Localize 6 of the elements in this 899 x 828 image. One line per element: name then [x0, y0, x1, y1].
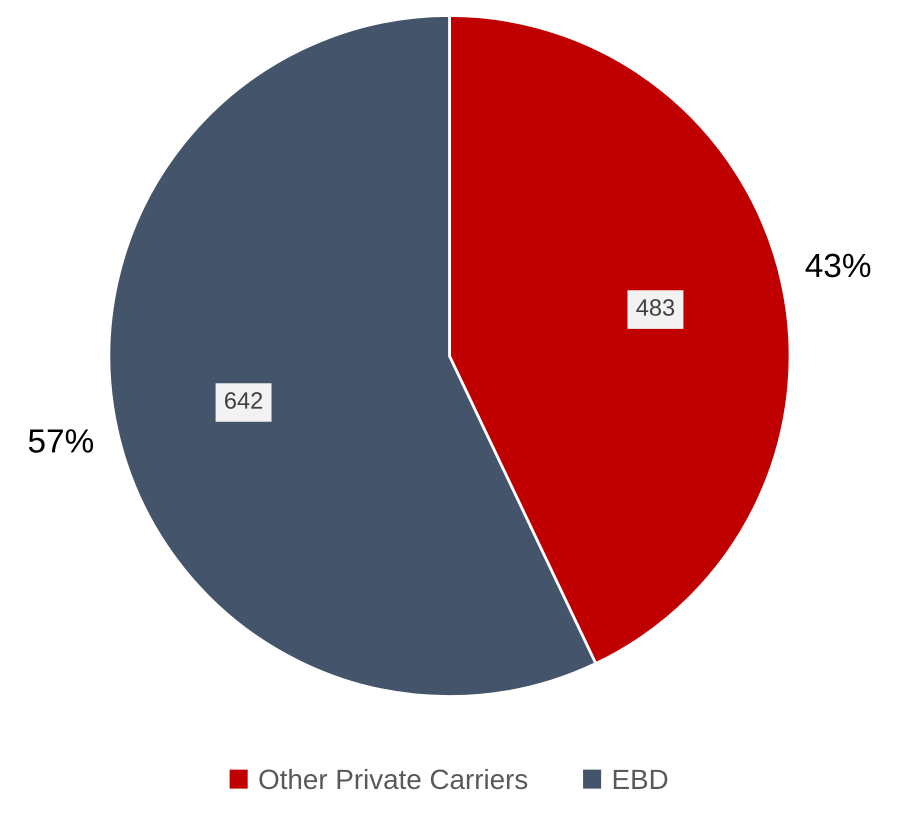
text: 43% — [806, 254, 870, 278]
data-label: 642 — [225, 392, 262, 409]
legend-label: EBD — [614, 770, 668, 789]
legend-label: Other Private Carriers — [259, 768, 528, 790]
text: 57% — [28, 429, 94, 453]
data-label: 483 — [636, 299, 674, 316]
